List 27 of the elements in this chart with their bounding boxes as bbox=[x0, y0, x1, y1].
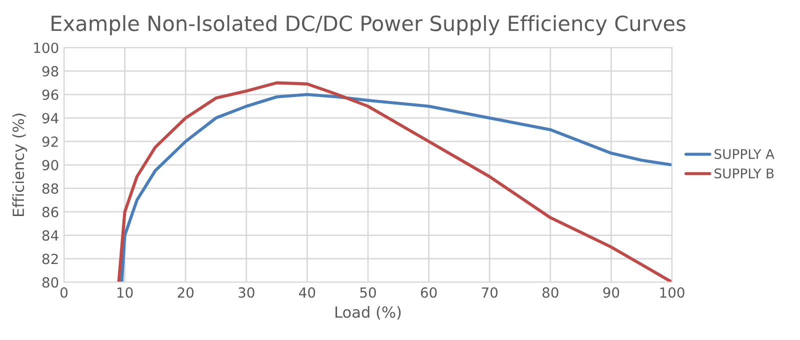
y-tick-label: 82 bbox=[42, 254, 58, 264]
y-tick-label: 100 bbox=[34, 42, 58, 54]
y-tick-label: 96 bbox=[42, 89, 58, 100]
x-tick-label: 40 bbox=[299, 287, 316, 298]
x-tick-label: 70 bbox=[482, 287, 498, 298]
y-tick-label: 86 bbox=[42, 206, 58, 218]
x-tick-label: 50 bbox=[360, 287, 376, 298]
x-tick-label: 60 bbox=[420, 287, 437, 298]
y-tick-label: 94 bbox=[42, 112, 58, 124]
y-tick-label: 92 bbox=[42, 136, 58, 147]
x-tick-label: 90 bbox=[603, 287, 620, 298]
x-axis-title: Load (%) bbox=[336, 306, 401, 320]
x-tick-label: 80 bbox=[542, 287, 558, 298]
legend-label: SUPPLY B bbox=[714, 168, 774, 178]
y-axis-title: Efficiency (%) bbox=[12, 114, 28, 216]
x-tick-label: 20 bbox=[178, 287, 194, 298]
y-tick-label: 98 bbox=[42, 66, 58, 77]
legend-label: SUPPLY A bbox=[714, 149, 774, 160]
x-tick-label: 30 bbox=[238, 287, 254, 298]
y-tick-label: 84 bbox=[42, 230, 58, 241]
y-tick-label: 80 bbox=[42, 277, 58, 288]
x-tick-label: 100 bbox=[660, 287, 684, 298]
x-tick-label: 0 bbox=[60, 287, 68, 298]
x-tick-label: 10 bbox=[117, 287, 133, 298]
y-tick-label: 88 bbox=[42, 183, 58, 194]
y-tick-label: 90 bbox=[42, 160, 58, 170]
chart-title: Example Non-Isolated DC/DC Power Supply Efficiency Curves bbox=[52, 15, 686, 36]
